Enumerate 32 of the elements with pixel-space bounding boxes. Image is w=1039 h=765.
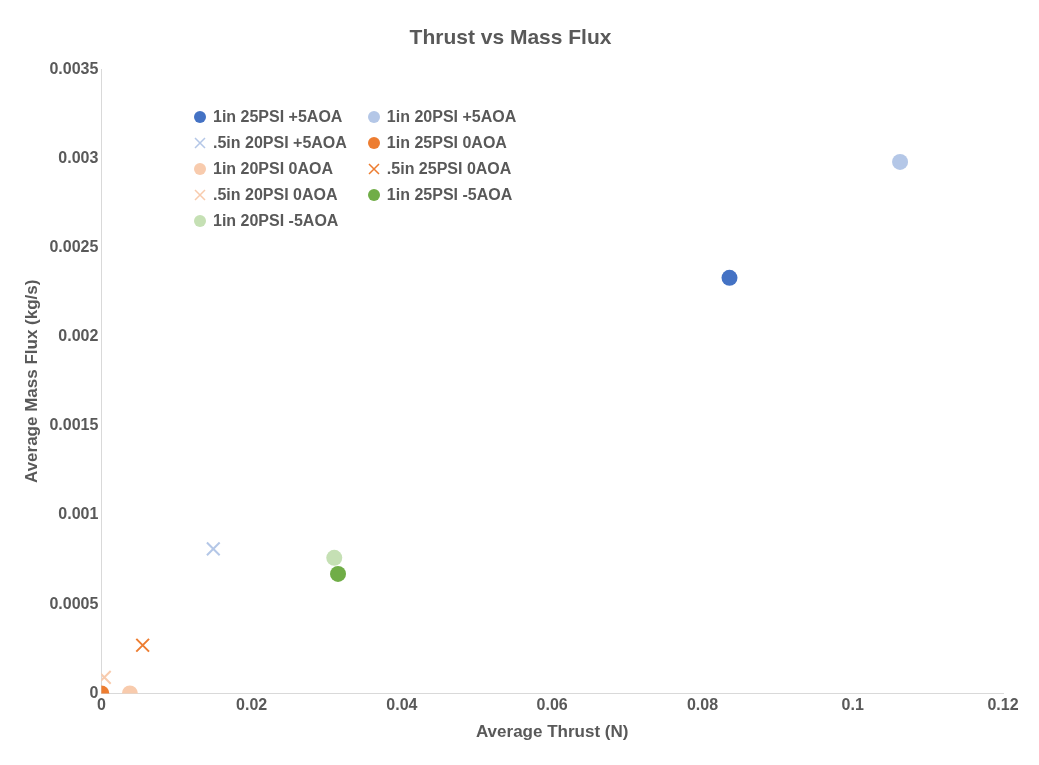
- chart-title: Thrust vs Mass Flux: [409, 25, 612, 49]
- y-tick-label: 0.002: [58, 327, 99, 345]
- legend-label: 1in 20PSI -5AOA: [213, 212, 339, 230]
- x-tick-label: 0.04: [386, 696, 418, 714]
- legend-label: 1in 25PSI -5AOA: [386, 186, 513, 204]
- y-tick-label: 0.001: [58, 505, 99, 523]
- legend-label: 1in 25PSI +5AOA: [213, 108, 343, 126]
- y-tick-label: 0.0025: [49, 237, 99, 255]
- legend-label: 1in 25PSI 0AOA: [386, 134, 507, 152]
- x-tick-label: 0.02: [236, 696, 268, 714]
- point: [326, 549, 343, 566]
- y-tick-label: 0.0015: [49, 416, 99, 434]
- x-tick-label: 0.12: [987, 696, 1019, 714]
- point: [135, 637, 151, 653]
- legend-label: 1in 20PSI 0AOA: [213, 160, 334, 178]
- x-tick-label: 0.08: [686, 696, 719, 714]
- x-axis-title: Average Thrust (N): [475, 722, 629, 742]
- legend-label: .5in 25PSI 0AOA: [386, 160, 512, 178]
- legend-label: 1in 20PSI +5AOA: [386, 108, 517, 126]
- y-tick-label: 0: [89, 683, 99, 701]
- legend-label: .5in 20PSI +5AOA: [213, 134, 347, 152]
- x-tick-label: 0.1: [841, 696, 864, 714]
- point: [721, 269, 738, 286]
- y-tick-label: 0.0005: [49, 594, 99, 612]
- point: [892, 153, 909, 170]
- point: [330, 565, 347, 582]
- y-tick-label: 0.003: [58, 148, 99, 166]
- y-tick-label: 0.0035: [49, 59, 99, 77]
- point: [205, 541, 221, 557]
- x-tick-label: 0.06: [536, 696, 568, 714]
- y-axis-title: Average Mass Flux (kg/s): [21, 279, 41, 484]
- legend-label: .5in 20PSI 0AOA: [213, 186, 338, 204]
